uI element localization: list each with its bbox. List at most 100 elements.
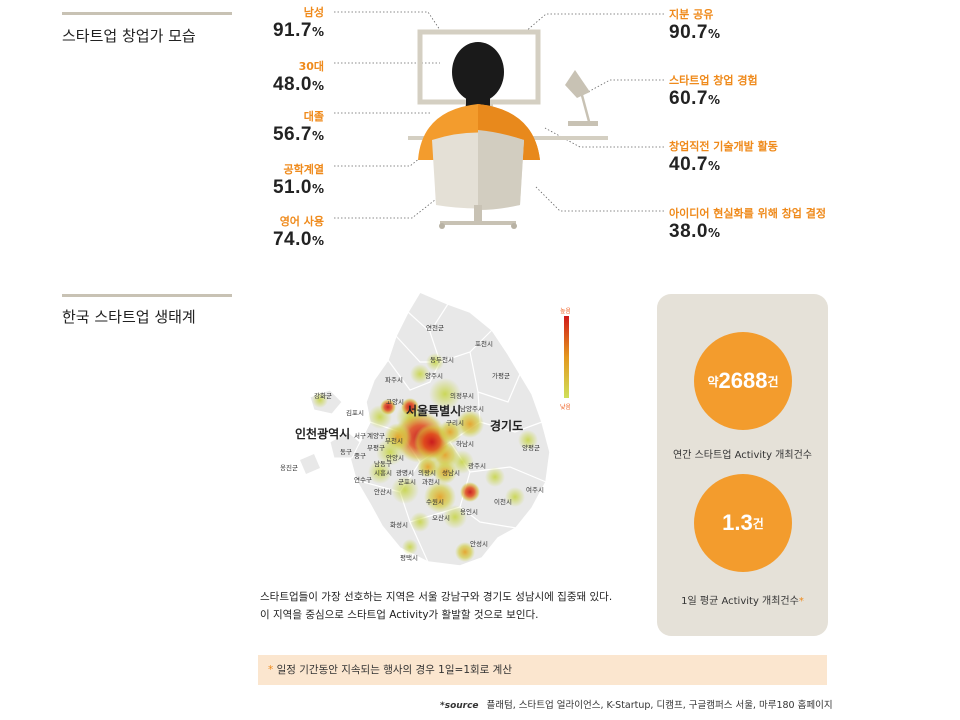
annual-activity-circle: 약 2688 건: [694, 332, 792, 430]
city-label: 남양주시: [460, 404, 484, 413]
stat-unit: %: [707, 27, 721, 41]
footnote-star: *: [798, 596, 804, 607]
region-label-gyeonggi: 경기도: [490, 418, 523, 433]
stat-label: 창업직전 기술개발 활동: [669, 140, 778, 153]
stat-value: 74.0: [272, 229, 312, 250]
city-label: 연천군: [426, 323, 444, 332]
city-label: 수원시: [426, 497, 444, 506]
founder-illustration: [334, 11, 664, 229]
stat-english: 영어 사용 74.0%: [214, 213, 324, 251]
city-label: 고양시: [386, 398, 404, 406]
city-label: 동구: [340, 448, 352, 456]
stat-college: 대졸 56.7%: [214, 108, 324, 146]
city-label: 동두천시: [430, 355, 454, 364]
footnote-text: 일정 기간동안 지속되는 행사의 경우 1일=1회로 계산: [276, 664, 512, 676]
city-label: 계양구: [367, 431, 385, 440]
city-label: 안양시: [386, 453, 404, 462]
stat-unit: %: [311, 129, 324, 143]
section-divider: [62, 12, 232, 15]
city-label: 안성시: [470, 539, 488, 548]
stat-unit: %: [707, 226, 721, 240]
city-label: 성남시: [442, 468, 460, 477]
stat-unit: %: [311, 25, 324, 39]
city-label: 오산시: [432, 513, 450, 522]
stat-engineering: 공학계열 51.0%: [214, 161, 324, 199]
stat-label: 대졸: [303, 110, 324, 123]
city-label: 용인시: [460, 507, 478, 516]
city-label: 부천시: [385, 436, 403, 445]
stat-prefix: 약: [707, 374, 719, 389]
city-label: 이천시: [494, 497, 512, 506]
section-title-ecosystem: 한국 스타트업 생태계: [62, 308, 196, 326]
city-label: 과천시: [422, 477, 440, 486]
city-label: 하남시: [456, 439, 474, 448]
stat-value: 1.3: [722, 510, 753, 535]
city-label: 의왕시: [418, 468, 436, 477]
section-divider: [62, 294, 232, 297]
footnote-box: * 일정 기간동안 지속되는 행사의 경우 1일=1회로 계산: [258, 655, 827, 685]
city-labels: 연천군 포천시 동두천시 양주시 가평군 파주시 의정부시 강화군 고양시 남양…: [280, 323, 544, 562]
city-label: 안산시: [374, 487, 392, 496]
stat-unit: %: [707, 159, 721, 173]
city-label: 광명시: [396, 468, 414, 477]
stat-label: 공학계열: [283, 163, 324, 176]
stat-unit: %: [311, 79, 324, 93]
daily-activity-caption-text: 1일 평균 Activity 개최건수: [681, 596, 799, 607]
region-label-seoul: 서울특별시: [406, 403, 461, 418]
city-label: 구리시: [446, 418, 464, 427]
stat-value: 2688: [718, 368, 768, 393]
stat-male: 남성 91.7%: [214, 4, 324, 42]
stat-label: 남성: [303, 6, 324, 19]
city-label: 여주시: [526, 485, 544, 494]
city-label: 남동구: [374, 459, 392, 468]
city-label: 옹진군: [280, 463, 298, 472]
city-label: 화성시: [390, 520, 408, 529]
section-title-founder: 스타트업 창업가 모습: [62, 27, 196, 45]
stat-unit: %: [311, 182, 324, 196]
city-label: 평택시: [400, 553, 418, 562]
city-label: 양평군: [522, 443, 540, 452]
stat-unit: %: [707, 93, 721, 107]
city-label: 가평군: [492, 371, 510, 380]
legend-low-label: 낮음: [560, 403, 570, 411]
stat-equity-share: 지분 공유 90.7%: [669, 6, 889, 44]
city-label: 부평구: [367, 443, 385, 452]
stat-tech-dev: 창업직전 기술개발 활동 40.7%: [669, 138, 889, 176]
footnote-star: *: [268, 664, 274, 676]
stat-label: 지분 공유: [669, 8, 714, 21]
legend-high-label: 높음: [560, 308, 570, 315]
source-line: *source 플래텀, 스타트업 얼라이언스, K-Startup, 디캠프, …: [440, 697, 833, 711]
stat-value: 48.0: [272, 74, 312, 95]
map-description: 스타트업들이 가장 선호하는 지역은 서울 강남구와 경기도 성남시에 집중돼 …: [260, 591, 613, 621]
city-label: 김포시: [346, 409, 364, 417]
city-label: 포천시: [475, 339, 493, 348]
stat-value: 91.7: [272, 20, 312, 41]
stat-value: 40.7: [669, 154, 708, 175]
stat-30s: 30대 48.0%: [214, 58, 324, 96]
city-label: 양주시: [425, 372, 443, 380]
daily-activity-circle: 1.3 건: [694, 474, 792, 572]
city-label: 광주시: [468, 462, 486, 470]
stat-label: 아이디어 현실화를 위해 창업 결정: [669, 207, 826, 220]
stat-prior-startup: 스타트업 창업 경험 60.7%: [669, 72, 889, 110]
city-label: 연수구: [354, 476, 372, 484]
source-label: *source: [440, 701, 479, 711]
city-label: 파주시: [385, 375, 403, 384]
city-label: 서구: [354, 431, 366, 440]
annual-activity-caption: 연간 스타트업 Activity 개최건수: [673, 450, 812, 461]
stat-idea-realize: 아이디어 현실화를 위해 창업 결정 38.0%: [669, 205, 889, 243]
city-label: 의정부시: [450, 391, 474, 400]
stat-label: 스타트업 창업 경험: [669, 74, 758, 87]
stat-label: 30대: [298, 60, 324, 73]
city-label: 강화군: [314, 391, 332, 400]
stat-unit: 건: [752, 516, 764, 531]
heatmap-map: 높음 낮음 인천광역시 서울특별시 경기도 연천군 포천시 동두천시 양주시 가…: [280, 291, 570, 567]
stat-unit: 건: [767, 374, 779, 389]
stat-value: 38.0: [669, 221, 708, 242]
city-label: 중구: [354, 452, 366, 460]
stat-value: 90.7: [669, 22, 708, 43]
stat-label: 영어 사용: [279, 215, 324, 228]
city-label: 군포시: [398, 478, 416, 486]
heat-legend-bar: [564, 316, 569, 398]
stat-value: 56.7: [272, 124, 312, 145]
